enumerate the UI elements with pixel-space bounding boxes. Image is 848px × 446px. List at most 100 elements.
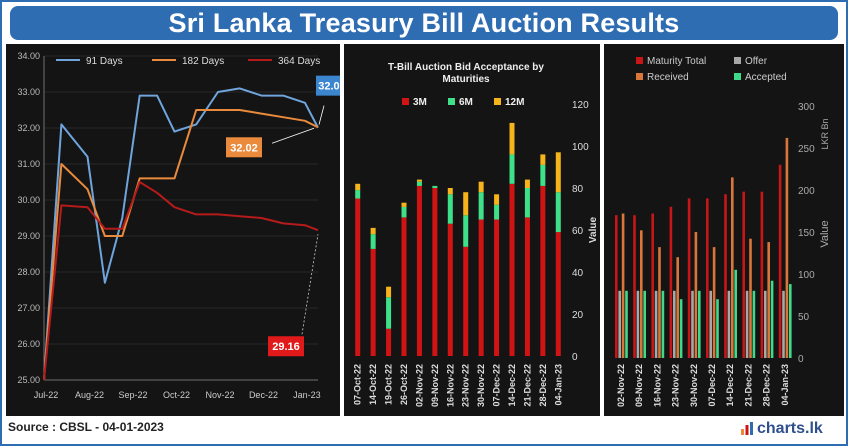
yield-line-chart: 25.00 26.00 27.00 28.00 29.00 30.00 31.00 32.00… (17, 51, 348, 400)
bar-6m (432, 185, 438, 188)
bar-received (712, 247, 716, 358)
y-tick-label: 33.00 (17, 87, 40, 97)
y-tick-label: 40 (572, 268, 584, 279)
bar-offer (654, 290, 658, 358)
y-tick-label: 60 (572, 226, 584, 237)
x-tick-label: 23-Nov-22 (461, 364, 471, 407)
bar-3m (463, 246, 469, 356)
legend-swatch (636, 57, 643, 64)
bar-offer (764, 290, 767, 358)
legend-label: 364 Days (278, 56, 320, 67)
annotation-arrow (271, 127, 315, 144)
bar-offer (745, 290, 749, 358)
y-tick-label: 250 (798, 144, 815, 155)
bar-12m (555, 152, 561, 193)
annotation-182-days: 32.02 (230, 142, 258, 154)
bar-6m (447, 194, 453, 224)
bar-received (676, 257, 679, 358)
annotation-364-days: 29.16 (272, 341, 300, 353)
bar-6m (355, 190, 361, 199)
legend-swatch (636, 73, 643, 80)
bar-received (640, 230, 643, 358)
bar-maturity-total (706, 198, 709, 358)
x-tick-label: 02-Nov-22 (616, 364, 626, 407)
bar-3m (386, 328, 392, 356)
bar-12m (401, 202, 407, 207)
x-tick-label: 30-Nov-22 (476, 364, 486, 407)
series-line-182-days (43, 109, 319, 381)
legend-swatch (734, 57, 741, 64)
y-tick-label: 0 (572, 352, 578, 363)
bar-3m (509, 183, 515, 356)
series-line-364-days (43, 181, 319, 381)
bar-12m (355, 183, 361, 191)
x-tick-label: 28-Dec-22 (538, 364, 548, 407)
bar-maturity-total (742, 191, 745, 358)
bar-6m (416, 181, 422, 186)
bar-6m (370, 234, 376, 249)
bar-offer (709, 290, 712, 358)
x-tick-label: Sep-22 (118, 390, 147, 400)
legend-swatch (402, 98, 409, 105)
bar-6m (386, 297, 392, 329)
x-tick-label: 26-Oct-22 (399, 364, 409, 405)
bar-maturity-total (724, 194, 727, 358)
legend-label: 6M (459, 97, 473, 108)
bar-12m (540, 154, 546, 165)
bar-maturity-total (760, 191, 764, 358)
bar-6m (509, 154, 515, 184)
y-tick-label: 28.00 (17, 267, 40, 277)
x-tick-label: 09-Nov-22 (634, 364, 644, 407)
bar-received (785, 137, 789, 358)
x-tick-label: Nov-22 (205, 390, 234, 400)
bar-offer (673, 290, 676, 358)
annotation-91-days: 32.01 (318, 81, 340, 93)
bar-accepted (734, 269, 737, 358)
bar-accepted (770, 280, 774, 358)
bar-offer (636, 290, 640, 358)
y-tick-label: 200 (798, 186, 815, 197)
bar-6m (463, 215, 469, 247)
x-tick-label: Jan-23 (293, 390, 321, 400)
x-tick-label: 16-Nov-22 (445, 364, 455, 407)
legend-label: Received (647, 72, 689, 83)
x-tick-label: Aug-22 (75, 390, 104, 400)
bar-received (767, 242, 770, 358)
bar-6m (524, 188, 530, 218)
bar-12m (463, 192, 469, 216)
y-axis-label: Value (819, 220, 831, 247)
bar-offer (782, 290, 785, 358)
x-tick-label: Oct-22 (163, 390, 190, 400)
bar-12m (416, 179, 422, 182)
bar-maturity-total (778, 164, 782, 358)
legend-label: 12M (505, 97, 524, 108)
y-axis-label: Value (588, 217, 599, 244)
bar-12m (494, 194, 500, 205)
bar-3m (540, 185, 546, 356)
y-tick-label: 120 (572, 100, 589, 111)
legend-swatch (734, 73, 741, 80)
legend-swatch (494, 98, 501, 105)
annotation-arrow (318, 105, 325, 125)
y-tick-label: 80 (572, 184, 584, 195)
y-tick-label: 31.00 (17, 159, 40, 169)
bar-12m (524, 179, 530, 188)
bar-accepted (789, 284, 792, 358)
y-tick-label: 20 (572, 310, 584, 321)
auction-volume-chart: Maturity Total Offer Received Accepted 0 50 10… (615, 56, 831, 407)
legend-label: Accepted (745, 72, 787, 83)
bar-12m (509, 122, 515, 155)
annotation-box-182 (226, 137, 262, 158)
source-note: Source : CBSL - 04-01-2023 (8, 420, 164, 434)
bar-3m (401, 217, 407, 356)
chart-title-line1: T-Bill Auction Bid Acceptance by (388, 62, 544, 73)
bar-offer (727, 290, 731, 358)
bar-3m (416, 185, 422, 356)
yield-chart-panel: 25.00 26.00 27.00 28.00 29.00 30.00 31.00 32.00… (6, 44, 348, 416)
bar-12m (386, 286, 392, 298)
bar-accepted (625, 290, 628, 358)
brand-name: charts.lk (757, 420, 823, 437)
x-tick-label: 23-Nov-22 (671, 364, 681, 407)
y-tick-label: 300 (798, 102, 815, 113)
legend-label: 182 Days (182, 56, 224, 67)
